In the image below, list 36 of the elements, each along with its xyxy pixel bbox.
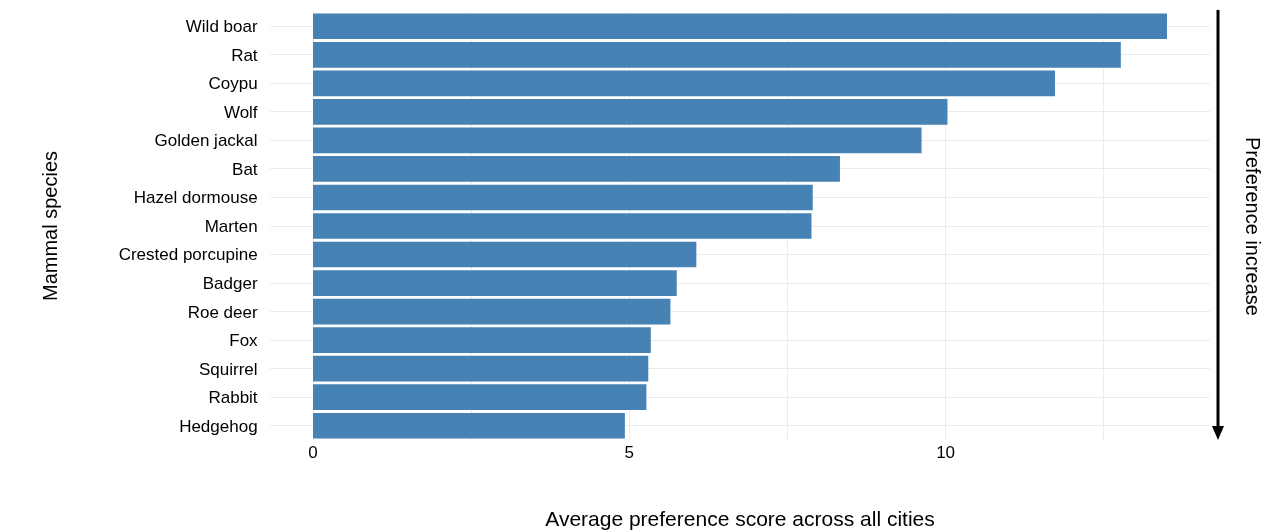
bar [313,270,677,296]
y-tick-label: Marten [204,216,258,236]
bar [313,99,948,125]
y-tick-label: Crested porcupine [118,245,258,265]
x-tick-label: 5 [624,443,635,462]
y-axis-title: Mammal species [39,150,62,302]
y-tick-label: Badger [202,274,258,294]
bar [313,184,813,211]
x-axis-title: Average preference score across all cities [545,507,935,531]
y-tick-label: Bat [232,159,258,179]
bar [313,13,1167,40]
bar [313,156,840,182]
bar [313,241,697,268]
y-tick-label: Wolf [223,102,258,122]
x-tick-label: 0 [308,443,318,462]
y-tick-label: Hedgehog [179,416,258,436]
y-tick-label: Coypu [208,74,258,94]
bar [313,384,647,411]
bar [313,355,649,382]
y-tick-label: Roe deer [187,302,258,322]
bar [313,213,812,239]
y-tick-label: Rat [231,45,258,65]
bar [313,412,625,439]
y-tick-label: Rabbit [208,388,258,408]
y-tick-label: Hazel dormouse [133,188,258,208]
text: Preference increase [1242,137,1264,316]
bar [313,41,1121,68]
bar [313,327,651,353]
bar [313,298,671,325]
y-tick-label: Fox [229,331,259,351]
y-tick-label: Squirrel [199,359,258,379]
bar [313,70,1056,97]
y-tick-label: Wild boar [185,17,258,37]
x-tick-label: 10 [936,443,956,462]
y-tick-label: Golden jackal [154,131,258,151]
bar [313,127,922,154]
